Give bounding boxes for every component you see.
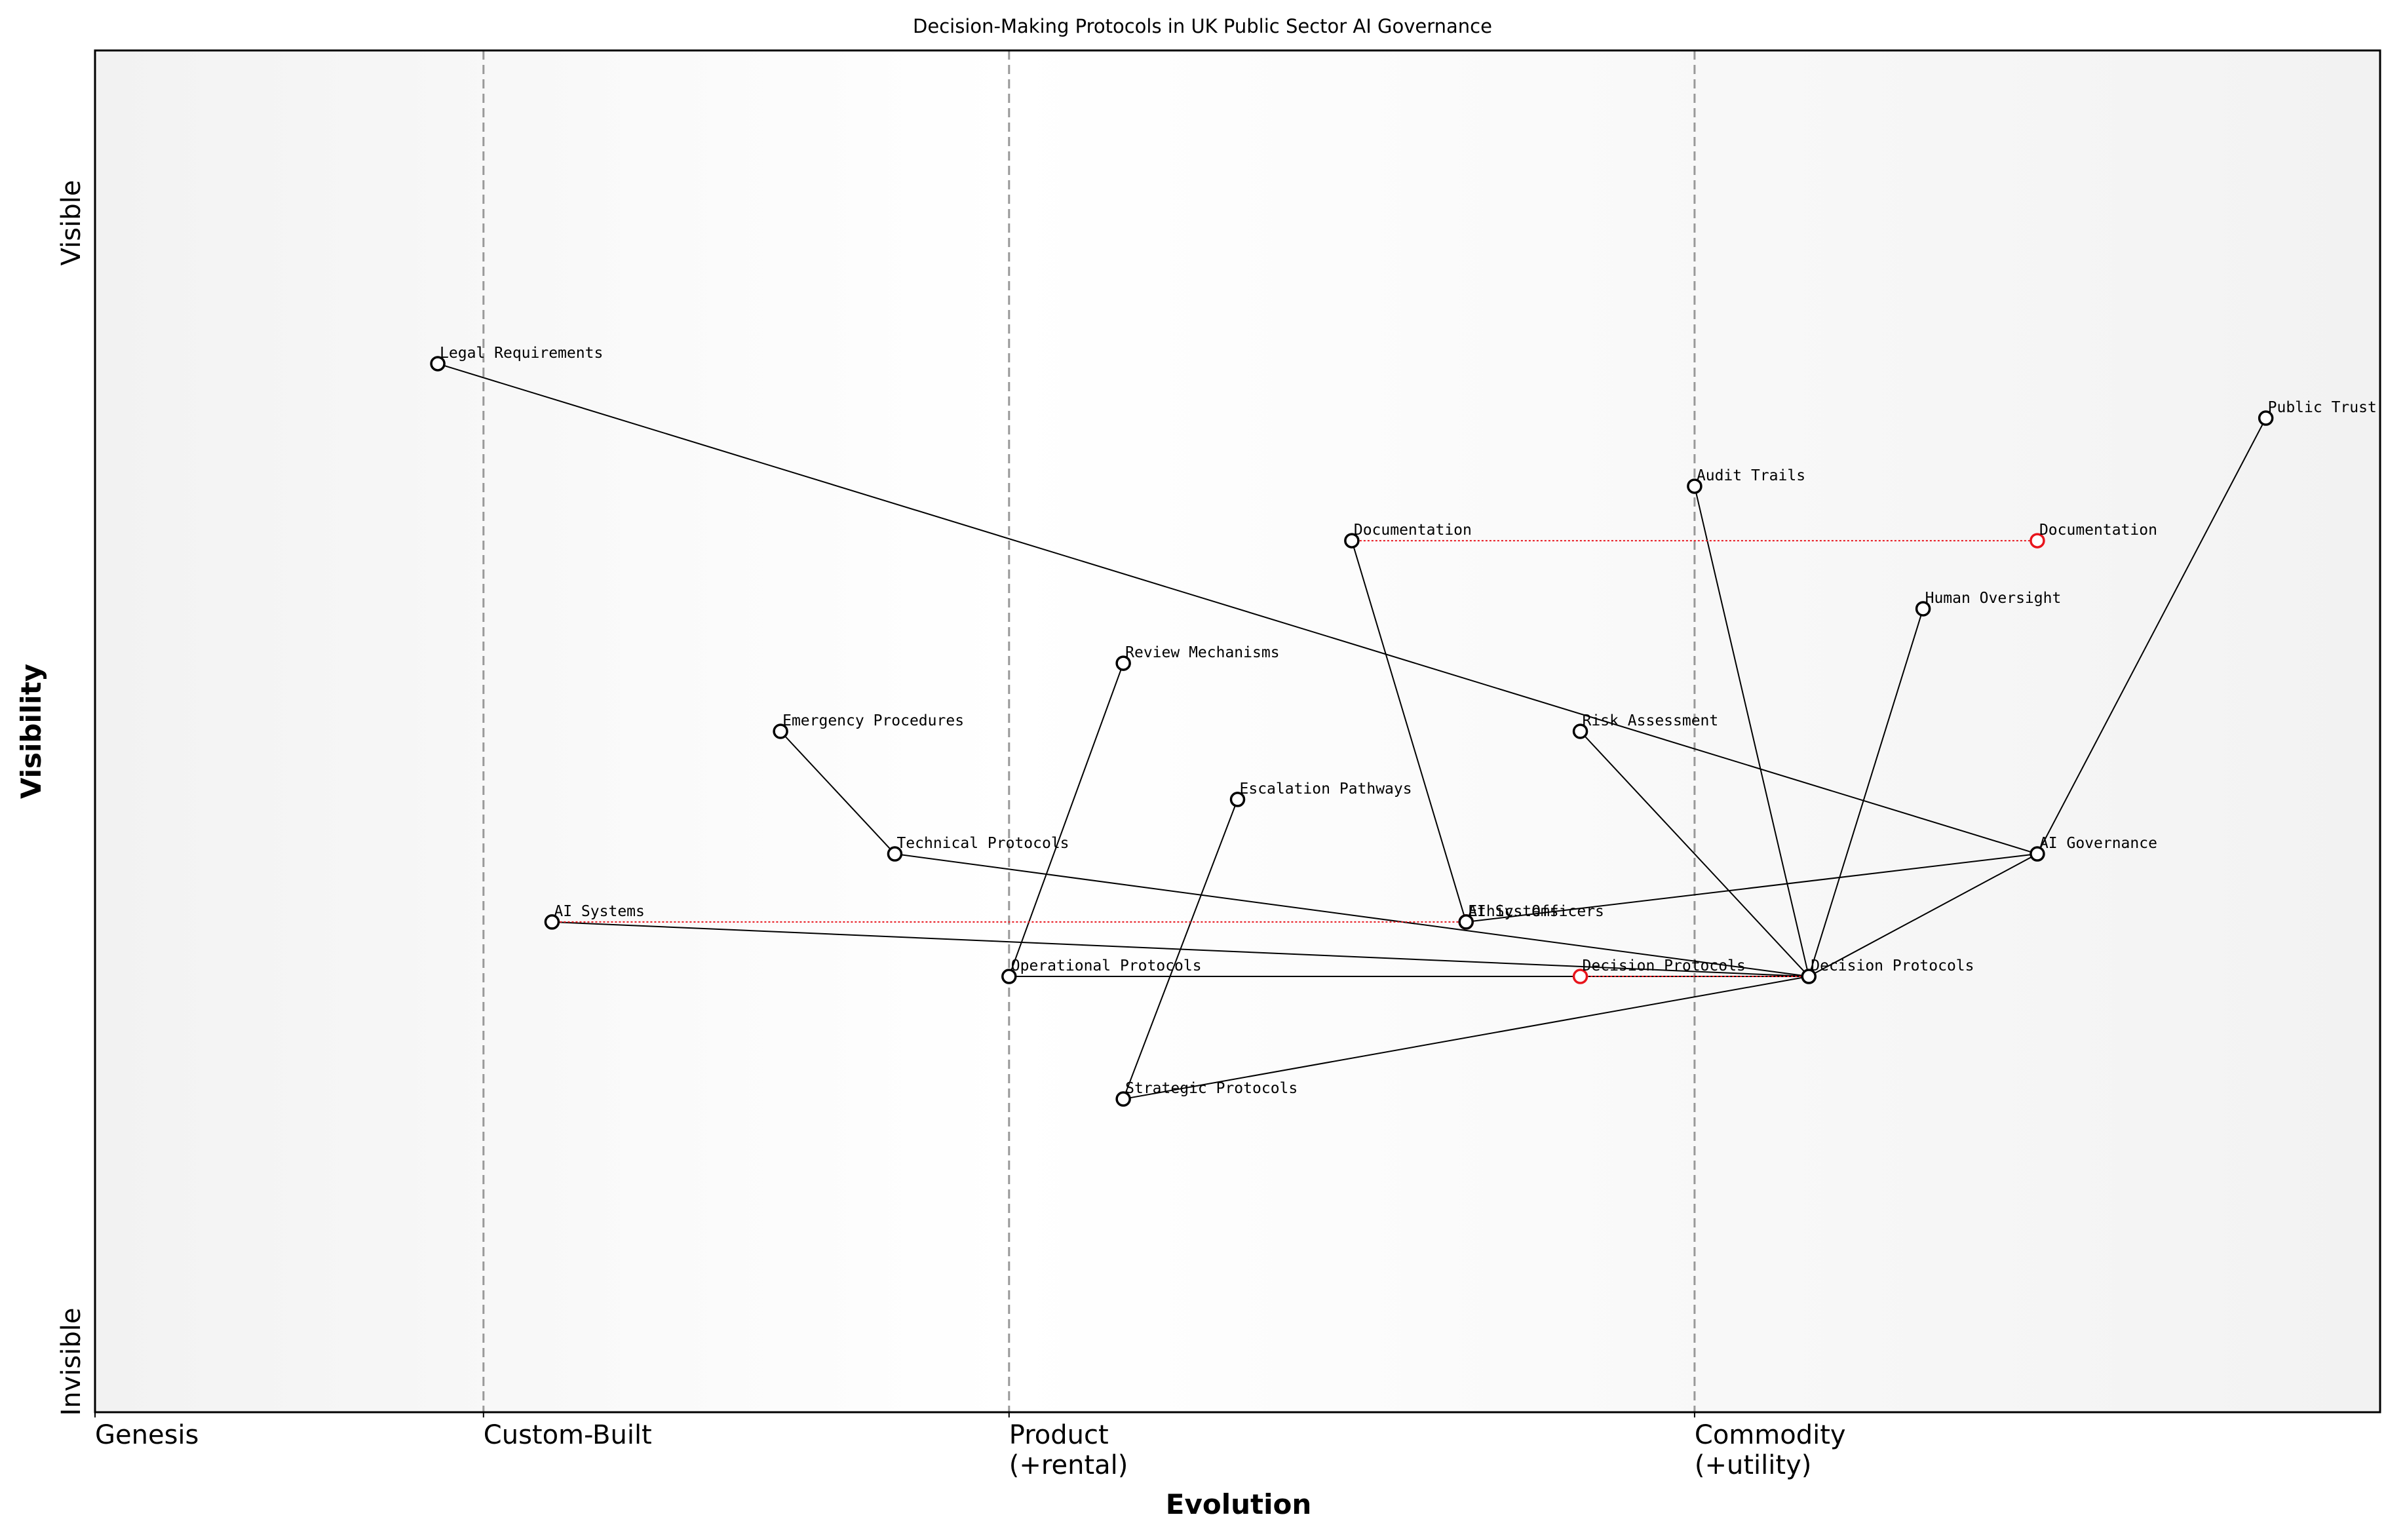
chart-title: Decision-Making Protocols in UK Public S… xyxy=(913,15,1492,37)
component-label: Documentation xyxy=(1354,522,1472,539)
component xyxy=(1115,1091,1131,1107)
component xyxy=(2030,846,2045,862)
evolved-component xyxy=(1572,969,1588,984)
stage-label-line: Commodity xyxy=(1695,1420,1846,1450)
link xyxy=(1123,976,1809,1100)
component xyxy=(544,914,560,930)
component-label: Audit Trails xyxy=(1697,467,1805,484)
component-label: Legal Requirements xyxy=(440,345,603,362)
stage-label: Genesis xyxy=(95,1420,199,1450)
component-label: Decision Protocols xyxy=(1811,957,1974,974)
component-label: Public Trust xyxy=(2268,399,2377,416)
component-label: Escalation Pathways xyxy=(1240,780,1412,798)
component xyxy=(1458,914,1474,930)
component-label: AI Governance xyxy=(2039,835,2157,852)
stage-label-line: Genesis xyxy=(95,1420,199,1450)
evolved-label: AI Systems xyxy=(1468,903,1558,920)
component-label: Risk Assessment xyxy=(1583,712,1719,729)
component xyxy=(1915,601,1931,617)
component xyxy=(430,356,446,372)
link xyxy=(1008,663,1125,977)
link xyxy=(1466,853,2038,923)
link xyxy=(1123,799,1239,1100)
x-axis-label: Evolution xyxy=(1166,1488,1311,1520)
component xyxy=(1229,792,1246,807)
link xyxy=(780,731,896,855)
component xyxy=(1001,969,1017,984)
component xyxy=(1115,655,1131,671)
stage-label: Custom-Built xyxy=(484,1420,652,1450)
component xyxy=(773,723,788,739)
link xyxy=(1351,540,1467,923)
component xyxy=(1344,533,1360,549)
evolved-component xyxy=(2030,533,2045,549)
component xyxy=(2258,410,2274,426)
y-bottom-label: Invisible xyxy=(56,1308,87,1416)
plot-frame xyxy=(94,49,2381,1414)
stage-label: Product (+rental) xyxy=(1009,1420,1128,1480)
component-label: Human Oversight xyxy=(1925,590,2062,607)
stage-label-line: Custom-Built xyxy=(484,1420,652,1450)
plot-background xyxy=(95,50,2380,1412)
link xyxy=(2037,417,2267,855)
component-label: AI Systems xyxy=(554,903,644,920)
link xyxy=(1693,486,1810,977)
link xyxy=(895,853,1809,978)
evolved-label: Documentation xyxy=(2039,522,2157,539)
component-label: Technical Protocols xyxy=(896,835,1069,852)
map-layer: AI Systems Documentation Decision Protocol… xyxy=(94,50,2377,1417)
stage-label-line: (+utility) xyxy=(1695,1450,1811,1480)
component xyxy=(1801,969,1817,984)
component-label: Emergency Procedures xyxy=(782,712,964,729)
evolved-label: Decision Protocols xyxy=(1583,957,1746,974)
component-label: Review Mechanisms xyxy=(1125,644,1279,661)
link xyxy=(1808,608,1924,977)
component xyxy=(887,846,903,862)
y-axis-label: Visibility xyxy=(15,664,47,799)
stage-label-line: (+rental) xyxy=(1009,1450,1128,1480)
link xyxy=(1808,853,2038,977)
stage-label: Commodity (+utility) xyxy=(1695,1420,1846,1480)
component-label: Strategic Protocols xyxy=(1125,1080,1298,1097)
component-label: Ethics Officers xyxy=(1468,903,1604,920)
component xyxy=(1572,723,1588,739)
y-top-label: Visible xyxy=(56,180,87,266)
link xyxy=(1579,731,1809,977)
link xyxy=(437,362,2038,855)
component xyxy=(1687,478,1703,494)
stage-label-line: Product xyxy=(1009,1420,1109,1450)
component-label: Operational Protocols xyxy=(1011,957,1202,974)
